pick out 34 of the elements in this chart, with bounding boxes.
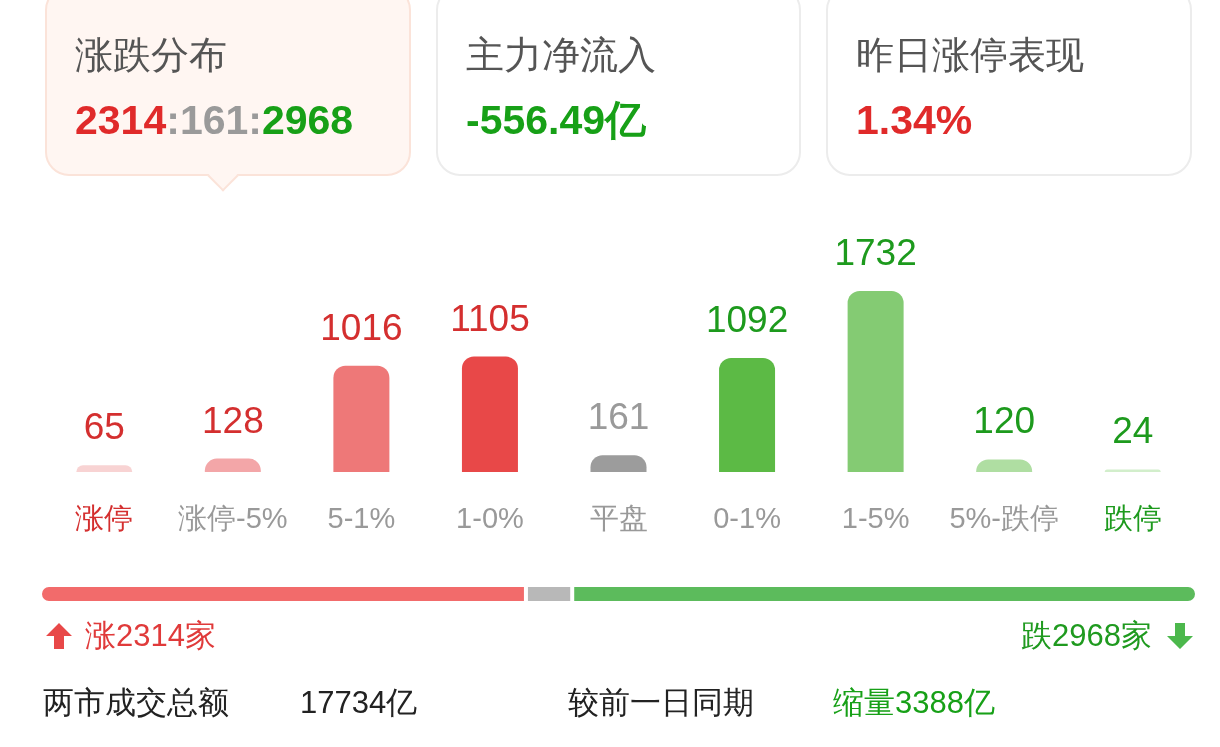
text: 较前一日同期	[568, 684, 754, 722]
card: 昨日涨停表现 1.34%	[826, 0, 1192, 176]
x-tick-label: 涨停-5%	[178, 501, 288, 534]
x-tick-label: 0-1%	[713, 501, 781, 534]
text: 缩量3388亿	[833, 684, 995, 722]
data-label: 161	[587, 396, 650, 438]
data-label: 65	[83, 406, 125, 448]
x-tick-label: 1-5%	[841, 501, 910, 534]
data-label: 1092	[705, 298, 789, 340]
data-label: 1016	[320, 306, 403, 348]
text: 两市成交总额	[43, 684, 229, 722]
bar	[333, 365, 390, 472]
data-label: 128	[201, 399, 264, 441]
bar	[719, 357, 776, 472]
data-label: 1105	[450, 297, 530, 339]
x-tick-label: 1-0%	[456, 501, 524, 534]
text: 涨2314家	[85, 617, 216, 655]
x-tick-label: 5-1%	[327, 501, 396, 534]
bar	[590, 455, 647, 472]
bar	[847, 291, 904, 472]
card: 涨跌分布 2314:161:2968	[45, 0, 411, 176]
x-tick-label: 涨停	[75, 501, 134, 534]
text: 跌2968家	[1021, 617, 1152, 655]
text: 17734亿	[300, 684, 418, 722]
bar	[1104, 469, 1161, 472]
data-label: 24	[1112, 410, 1154, 452]
x-tick-label: 5%-跌停	[949, 501, 1059, 534]
x-tick-label: 平盘	[589, 501, 648, 534]
bar	[461, 356, 518, 472]
data-label: 1732	[834, 232, 917, 273]
data-label: 120	[973, 400, 1036, 442]
card: 主力净流入 -556.49亿	[436, 0, 801, 176]
x-tick-label: 跌停	[1103, 501, 1162, 534]
bar	[76, 465, 133, 472]
